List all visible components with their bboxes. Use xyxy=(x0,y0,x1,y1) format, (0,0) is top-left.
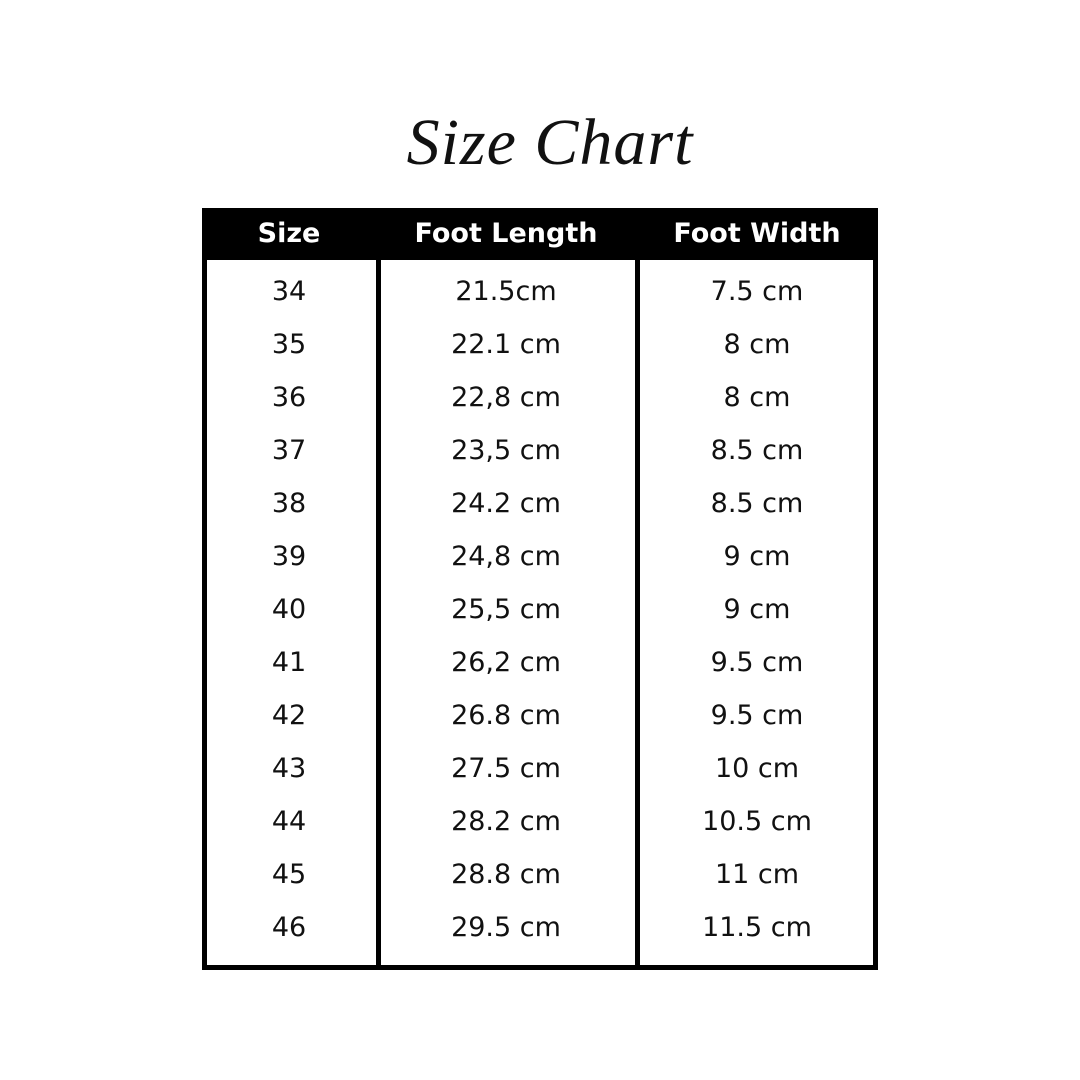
table-row: 40 25,5 cm 9 cm xyxy=(202,583,878,636)
size-cell: 44 xyxy=(271,806,307,837)
header-foot-length: Foot Length xyxy=(414,218,598,249)
foot-length-cell: 26,2 cm xyxy=(451,647,561,678)
size-cell: 41 xyxy=(271,647,307,678)
foot-width-cell: 8.5 cm xyxy=(710,435,804,466)
header-size: Size xyxy=(257,218,321,249)
foot-length-cell: 24.2 cm xyxy=(451,488,561,519)
table-row: 43 27.5 cm 10 cm xyxy=(202,742,878,795)
header-foot-width: Foot Width xyxy=(673,218,841,249)
size-cell: 40 xyxy=(271,594,307,625)
table-row: 44 28.2 cm 10.5 cm xyxy=(202,795,878,848)
foot-width-cell: 8.5 cm xyxy=(710,488,804,519)
table-row: 46 29.5 cm 11.5 cm xyxy=(202,901,878,954)
table-header: Size Foot Length Foot Width xyxy=(202,208,878,260)
foot-length-cell: 23,5 cm xyxy=(451,435,561,466)
foot-length-cell: 22,8 cm xyxy=(451,382,561,413)
table-row: 41 26,2 cm 9.5 cm xyxy=(202,636,878,689)
foot-length-cell: 25,5 cm xyxy=(451,594,561,625)
foot-width-cell: 11.5 cm xyxy=(702,912,812,943)
size-cell: 34 xyxy=(271,276,307,307)
size-cell: 37 xyxy=(271,435,307,466)
table-row: 36 22,8 cm 8 cm xyxy=(202,371,878,424)
foot-width-cell: 8 cm xyxy=(723,382,791,413)
foot-length-cell: 22.1 cm xyxy=(451,329,561,360)
table-row: 37 23,5 cm 8.5 cm xyxy=(202,424,878,477)
foot-length-cell: 24,8 cm xyxy=(451,541,561,572)
foot-width-cell: 9 cm xyxy=(723,594,791,625)
foot-width-cell: 10 cm xyxy=(714,753,800,784)
foot-length-cell: 21.5cm xyxy=(455,276,557,307)
foot-width-cell: 8 cm xyxy=(723,329,791,360)
size-cell: 46 xyxy=(271,912,307,943)
foot-length-cell: 29.5 cm xyxy=(451,912,561,943)
size-cell: 36 xyxy=(271,382,307,413)
column-divider xyxy=(635,260,640,965)
table-row: 34 21.5cm 7.5 cm xyxy=(202,265,878,318)
size-cell: 39 xyxy=(271,541,307,572)
foot-width-cell: 9.5 cm xyxy=(710,700,804,731)
size-cell: 43 xyxy=(271,753,307,784)
foot-length-cell: 28.2 cm xyxy=(451,806,561,837)
foot-length-cell: 27.5 cm xyxy=(451,753,561,784)
foot-width-cell: 11 cm xyxy=(714,859,800,890)
foot-width-cell: 10.5 cm xyxy=(702,806,812,837)
size-table: Size Foot Length Foot Width 34 21.5cm 7.5 … xyxy=(202,208,878,970)
column-divider xyxy=(376,260,381,965)
foot-width-cell: 9.5 cm xyxy=(710,647,804,678)
chart-title: Size Chart xyxy=(406,106,694,179)
foot-width-cell: 9 cm xyxy=(723,541,791,572)
foot-width-cell: 7.5 cm xyxy=(710,276,804,307)
foot-length-cell: 28.8 cm xyxy=(451,859,561,890)
size-cell: 45 xyxy=(271,859,307,890)
table-row: 45 28.8 cm 11 cm xyxy=(202,848,878,901)
size-cell: 42 xyxy=(271,700,307,731)
foot-length-cell: 26.8 cm xyxy=(451,700,561,731)
table-row: 42 26.8 cm 9.5 cm xyxy=(202,689,878,742)
table-row: 39 24,8 cm 9 cm xyxy=(202,530,878,583)
table-row: 38 24.2 cm 8.5 cm xyxy=(202,477,878,530)
table-row: 35 22.1 cm 8 cm xyxy=(202,318,878,371)
size-cell: 35 xyxy=(271,329,307,360)
size-cell: 38 xyxy=(271,488,307,519)
